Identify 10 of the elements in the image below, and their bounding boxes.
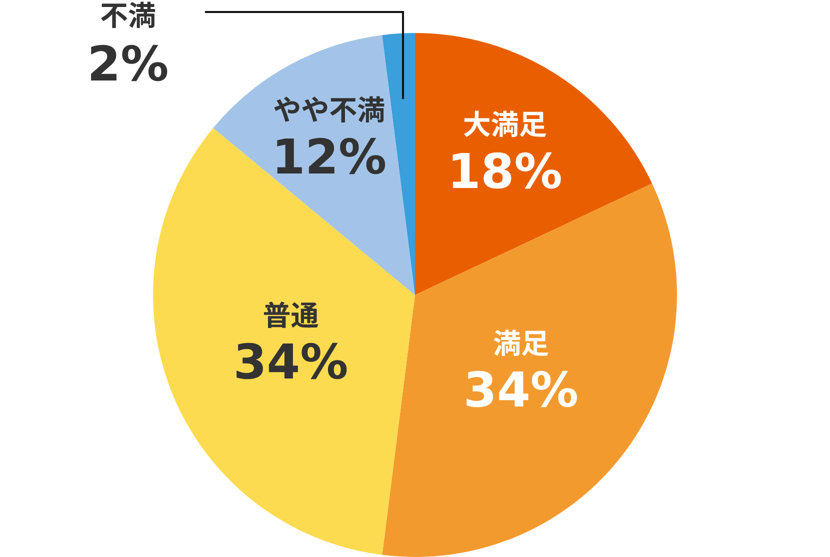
slice-label: やや不満 xyxy=(273,94,386,128)
data-label: 2% xyxy=(87,36,169,92)
slice-label: 不満 xyxy=(100,0,156,32)
slice-label: 普通 xyxy=(262,299,319,332)
slice-label: 満足 xyxy=(492,327,549,360)
data-label: 34% xyxy=(464,362,578,418)
data-label: 12% xyxy=(272,129,387,186)
data-label: 18% xyxy=(447,144,562,200)
data-label: 34% xyxy=(233,334,348,391)
slice-label: 大満足 xyxy=(462,108,547,142)
